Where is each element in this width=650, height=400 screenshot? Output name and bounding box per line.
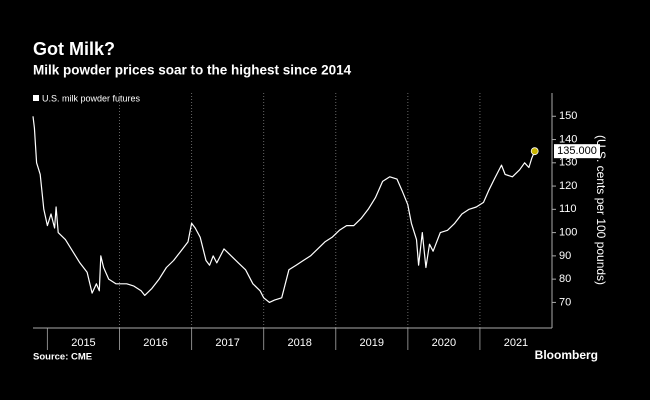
brand: Bloomberg xyxy=(535,348,598,362)
legend-swatch xyxy=(33,95,39,101)
y-tick-label: 120 xyxy=(559,180,577,192)
y-tick-label: 130 xyxy=(559,157,577,169)
y-tick-label: 70 xyxy=(559,296,571,308)
value-label-box xyxy=(554,144,600,159)
y-tick-label: 90 xyxy=(559,250,571,262)
y-tick-label: 100 xyxy=(559,227,577,239)
y-tick-label: 140 xyxy=(559,133,577,145)
x-tick-label: 2016 xyxy=(143,337,167,349)
x-tick-label: 2017 xyxy=(215,337,239,349)
y-tick-label: 110 xyxy=(559,203,577,215)
highlight-marker xyxy=(530,147,539,156)
legend-label: U.S. milk powder futures xyxy=(42,93,141,103)
x-tick-label: 2021 xyxy=(504,337,528,349)
value-label: 135.000 xyxy=(557,145,597,157)
x-tick-label: 2020 xyxy=(432,337,456,349)
source: Source: CME xyxy=(33,352,92,363)
x-tick-label: 2019 xyxy=(360,337,384,349)
x-tick-label: 2018 xyxy=(287,337,311,349)
y-tick-label: 80 xyxy=(559,273,571,285)
chart-title: Got Milk? xyxy=(33,39,115,59)
y-tick-label: 150 xyxy=(559,110,577,122)
x-tick-label: 2015 xyxy=(71,337,95,349)
chart-subtitle: Milk powder prices soar to the highest s… xyxy=(33,63,352,78)
line xyxy=(32,116,536,303)
y-axis-label: (U.S. cents per 100 pounds) xyxy=(594,135,608,285)
